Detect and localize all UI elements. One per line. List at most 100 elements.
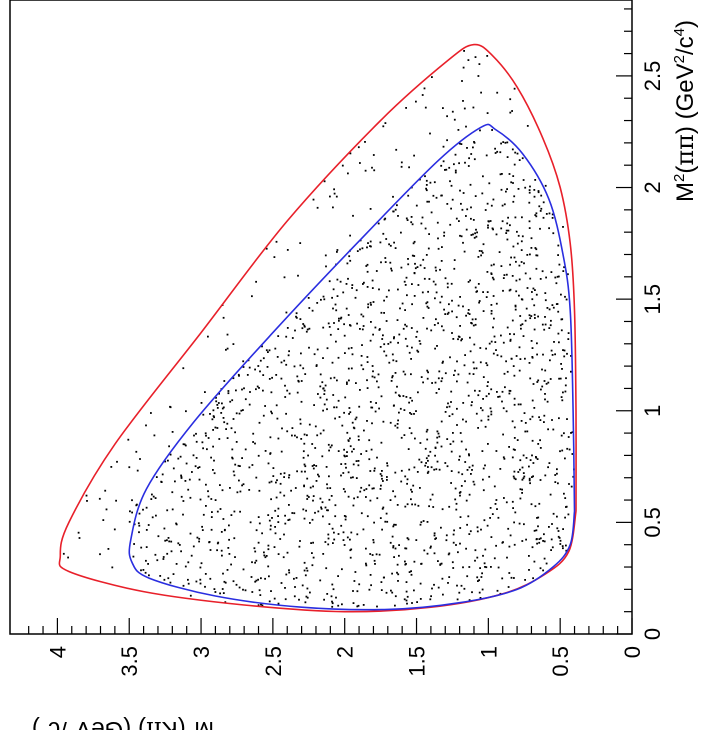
scatter-point [303, 442, 306, 445]
scatter-point [252, 441, 254, 443]
scatter-point [331, 583, 334, 586]
scatter-point [385, 354, 388, 357]
scatter-point [364, 169, 367, 172]
scatter-point [505, 229, 508, 232]
scatter-point [411, 223, 414, 226]
scatter-point [337, 328, 340, 330]
scatter-point [323, 598, 325, 601]
scatter-point [467, 165, 470, 167]
scatter-point [382, 480, 384, 482]
scatter-point [501, 577, 504, 580]
scatter-point [464, 480, 466, 483]
scatter-point [209, 549, 212, 551]
scatter-point [481, 572, 483, 575]
scatter-point [425, 189, 428, 192]
scatter-point [332, 206, 334, 209]
scatter-point [301, 327, 304, 330]
scatter-point [406, 503, 409, 506]
scatter-point [448, 552, 451, 555]
scatter-point [337, 450, 340, 452]
scatter-point [262, 374, 265, 376]
scatter-point [472, 480, 475, 483]
scatter-point [461, 80, 463, 82]
scatter-point [327, 537, 330, 540]
scatter-point [161, 473, 164, 476]
scatter-point [477, 75, 480, 77]
scatter-point [446, 313, 449, 315]
scatter-point [470, 153, 473, 155]
inner-boundary-curve [128, 123, 576, 611]
scatter-point [438, 370, 441, 373]
scatter-point [336, 249, 339, 251]
scatter-point [445, 168, 448, 171]
scatter-point [288, 504, 290, 506]
scatter-point [306, 498, 309, 500]
scatter-point [453, 529, 455, 532]
scatter-point [556, 515, 558, 518]
scatter-point [244, 589, 247, 592]
scatter-point [442, 360, 444, 363]
scatter-point [501, 204, 504, 207]
scatter-point [221, 407, 224, 410]
scatter-point [393, 556, 395, 558]
scatter-point [349, 556, 352, 559]
scatter-point [435, 291, 438, 294]
scatter-point [426, 472, 429, 474]
scatter-point [369, 208, 372, 210]
scatter-point [427, 290, 429, 293]
scatter-point [490, 536, 493, 538]
scatter-point [299, 422, 302, 425]
scatter-point [164, 539, 167, 542]
scatter-point [180, 477, 183, 479]
scatter-point [344, 518, 347, 521]
scatter-point [302, 508, 305, 511]
scatter-point [322, 326, 325, 329]
scatter-point [304, 373, 307, 375]
scatter-point [411, 303, 413, 306]
scatter-point [248, 366, 251, 369]
scatter-point [446, 115, 448, 118]
scatter-point [325, 265, 327, 268]
scatter-point [523, 262, 525, 265]
scatter-point [222, 406, 225, 409]
scatter-point [136, 469, 139, 472]
scatter-point [344, 463, 347, 465]
scatter-point [317, 393, 319, 395]
scatter-point [488, 392, 490, 395]
scatter-point [209, 413, 211, 415]
scatter-point [210, 456, 212, 459]
scatter-point [506, 141, 509, 144]
scatter-point [478, 579, 480, 582]
scatter-point [279, 482, 282, 485]
scatter-point [211, 511, 213, 513]
scatter-point [404, 373, 407, 376]
scatter-point [434, 297, 436, 300]
scatter-point [498, 395, 501, 398]
scatter-point [340, 524, 343, 527]
scatter-point [419, 442, 422, 444]
scatter-point [502, 141, 505, 143]
scatter-point [475, 228, 477, 231]
scatter-point [420, 521, 423, 524]
scatter-point [307, 297, 310, 299]
scatter-point [192, 545, 195, 548]
scatter-point [531, 347, 534, 349]
scatter-point [520, 240, 523, 243]
scatter-point [466, 147, 468, 149]
scatter-point [510, 357, 513, 360]
scatter-point [494, 152, 497, 154]
scatter-point [517, 234, 520, 237]
scatter-point [362, 325, 365, 327]
scatter-point [442, 593, 444, 596]
scatter-point [377, 386, 380, 389]
scatter-point [490, 264, 493, 267]
scatter-point [536, 458, 539, 460]
scatter-point [495, 499, 498, 501]
scatter-point [433, 181, 436, 184]
scatter-point [460, 143, 463, 145]
scatter-point [565, 377, 567, 380]
scatter-point [530, 247, 533, 249]
scatter-point [293, 577, 295, 580]
scatter-point [430, 545, 432, 548]
scatter-point [556, 527, 559, 530]
